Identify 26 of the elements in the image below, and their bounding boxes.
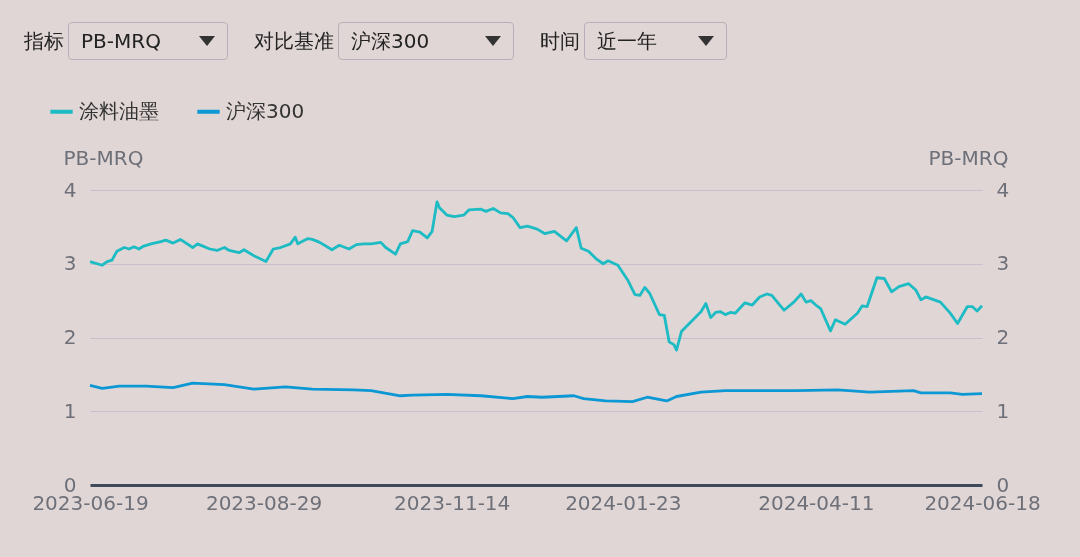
dropdown-field: PB-MRQ — [68, 22, 228, 60]
legend-label: 涂料油墨 — [79, 98, 159, 123]
y-tick-label: 0 — [63, 472, 77, 497]
y-tick-label: 2 — [63, 325, 77, 349]
y2-tick-label: 0 — [996, 472, 1010, 497]
x-tick-label: 2024-01-23 — [565, 490, 682, 515]
x-tick-label: 2024-04-11 — [758, 490, 875, 515]
y-tick-label: 1 — [63, 398, 77, 423]
legend-label: 沪深300 — [226, 98, 305, 123]
y-tick-label: 3 — [63, 251, 77, 276]
line-series — [88, 381, 984, 404]
dropdown-field: 近一年 — [584, 22, 727, 60]
line-series — [88, 200, 984, 352]
y2-axis-title: PB-MRQ — [928, 145, 1009, 170]
y-tick-label: 4 — [63, 177, 77, 202]
y2-tick-label: 3 — [996, 251, 1010, 276]
y2-tick-label: 2 — [996, 325, 1010, 349]
y2-tick-label: 4 — [996, 177, 1010, 202]
text: 时间 — [540, 27, 580, 55]
y-axis-title: PB-MRQ — [63, 145, 144, 170]
text: 指标 — [24, 27, 64, 55]
text: 对比基准 — [254, 27, 334, 55]
x-tick-label: 2023-11-14 — [394, 490, 511, 515]
dropdown-field: 沪深300 — [338, 22, 514, 60]
x-tick-label: 2023-08-29 — [205, 490, 323, 515]
y2-tick-label: 1 — [996, 398, 1010, 423]
